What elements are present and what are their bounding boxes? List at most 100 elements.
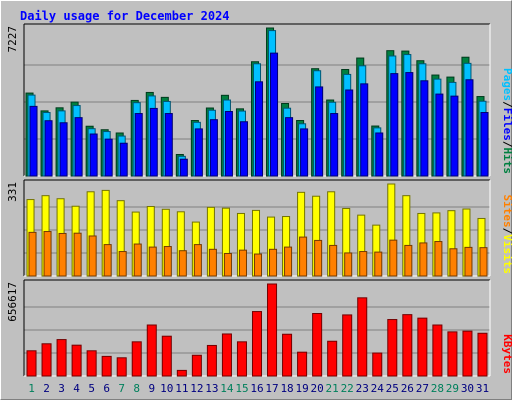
legend-hits: Hits [501,148,512,175]
bar-kbytes-day-10 [161,335,172,377]
x-tick-label-day-13: 13 [205,382,218,395]
bar-kbytes-day-6 [101,355,112,377]
bar-kbytes-day-27 [417,317,428,377]
bar-sites-day-14 [223,252,232,277]
legend-files: Files [501,108,512,141]
bar-sites-day-30 [464,246,473,277]
panel-middle-legend: Sites/Visits [501,195,512,275]
bar-pages-day-30 [465,79,474,177]
x-tick-label-day-26: 26 [401,382,414,395]
bar-kbytes-day-21 [327,340,338,377]
bar-pages-day-7 [119,142,128,177]
bar-kbytes-day-18 [282,333,293,377]
bar-kbytes-day-13 [206,344,217,377]
legend-pages: Pages [501,68,512,101]
x-tick-label-day-5: 5 [88,382,95,395]
bar-sites-day-13 [208,248,217,277]
bar-pages-day-27 [420,80,429,177]
bar-pages-day-31 [480,112,489,177]
bar-sites-day-11 [178,250,187,277]
bar-kbytes-day-23 [357,297,368,377]
bar-sites-day-24 [374,251,383,277]
x-tick-label-day-25: 25 [386,382,399,395]
panel-bottom-max-label: 656617 [6,282,19,322]
bar-pages-day-8 [134,113,143,177]
x-tick-label-day-30: 30 [461,382,474,395]
bar-sites-day-10 [163,246,172,277]
bar-sites-day-4 [73,232,82,277]
x-tick-label-day-2: 2 [43,382,50,395]
bar-pages-day-23 [360,83,369,177]
legend-separator: / [501,141,512,148]
x-tick-label-day-4: 4 [73,382,80,395]
x-tick-label-day-31: 31 [476,382,489,395]
bar-sites-day-21 [329,244,338,277]
bar-kbytes-day-12 [191,354,202,377]
bar-kbytes-day-26 [402,314,413,377]
x-tick-label-day-9: 9 [148,382,155,395]
bar-kbytes-day-8 [131,341,142,377]
panel-bottom-legend: KBytes [501,334,512,374]
bar-kbytes-day-7 [116,357,127,377]
bar-sites-day-12 [193,244,202,277]
legend-separator: / [501,101,512,108]
bar-kbytes-day-3 [56,339,67,377]
bar-sites-day-3 [58,232,67,277]
bar-pages-day-13 [209,119,218,177]
bar-sites-day-16 [253,253,263,277]
bar-pages-day-12 [194,128,203,177]
x-tick-label-day-16: 16 [250,382,263,395]
bar-pages-day-21 [330,113,339,177]
bar-sites-day-7 [118,251,127,277]
bar-sites-day-23 [359,251,368,277]
x-tick-label-day-7: 7 [118,382,125,395]
bar-sites-day-5 [88,235,97,277]
legend-kbytes: KBytes [501,334,512,374]
bar-pages-day-17 [270,52,279,177]
x-tick-label-day-18: 18 [280,382,293,395]
bar-kbytes-day-17 [267,283,278,377]
x-tick-label-day-22: 22 [341,382,354,395]
bar-pages-day-16 [254,81,264,177]
bar-pages-day-19 [300,128,309,177]
bar-sites-day-17 [269,248,278,277]
bar-pages-day-29 [450,95,459,177]
bar-pages-day-6 [104,138,113,177]
bar-sites-day-29 [449,248,458,277]
x-tick-label-day-14: 14 [220,382,234,395]
bar-sites-day-25 [389,239,398,277]
bar-kbytes-day-31 [477,332,488,377]
bar-kbytes-day-15 [236,341,247,377]
x-tick-label-day-19: 19 [295,382,308,395]
x-tick-label-day-23: 23 [356,382,369,395]
bar-kbytes-day-11 [176,369,187,377]
bar-sites-day-2 [43,231,52,277]
bar-pages-day-14 [224,110,233,177]
bar-pages-day-20 [315,86,324,177]
bar-pages-day-22 [345,89,354,177]
bar-pages-day-24 [375,132,384,177]
panel-top-max-label: 7227 [6,26,19,53]
bar-sites-day-22 [344,252,353,277]
bar-kbytes-day-19 [297,351,308,377]
bar-kbytes-day-30 [462,330,473,377]
bar-pages-day-2 [44,120,53,177]
bar-kbytes-day-22 [342,314,353,377]
x-tick-label-day-24: 24 [371,382,385,395]
bar-pages-day-3 [59,122,68,177]
bar-kbytes-day-20 [312,313,323,377]
bar-pages-day-10 [164,113,173,177]
bar-sites-day-6 [103,244,112,277]
bar-sites-day-1 [28,231,37,277]
bar-pages-day-11 [179,158,188,177]
legend-sites: Sites [501,195,512,228]
bar-pages-day-26 [405,72,414,177]
bar-sites-day-19 [299,236,308,277]
panel-top-legend: Pages/Files/Hits [501,68,512,174]
bar-pages-day-4 [74,117,83,177]
bar-kbytes-day-24 [372,352,383,377]
bar-kbytes-day-28 [432,324,443,377]
bar-pages-day-18 [285,117,294,177]
x-tick-label-day-15: 15 [235,382,248,395]
